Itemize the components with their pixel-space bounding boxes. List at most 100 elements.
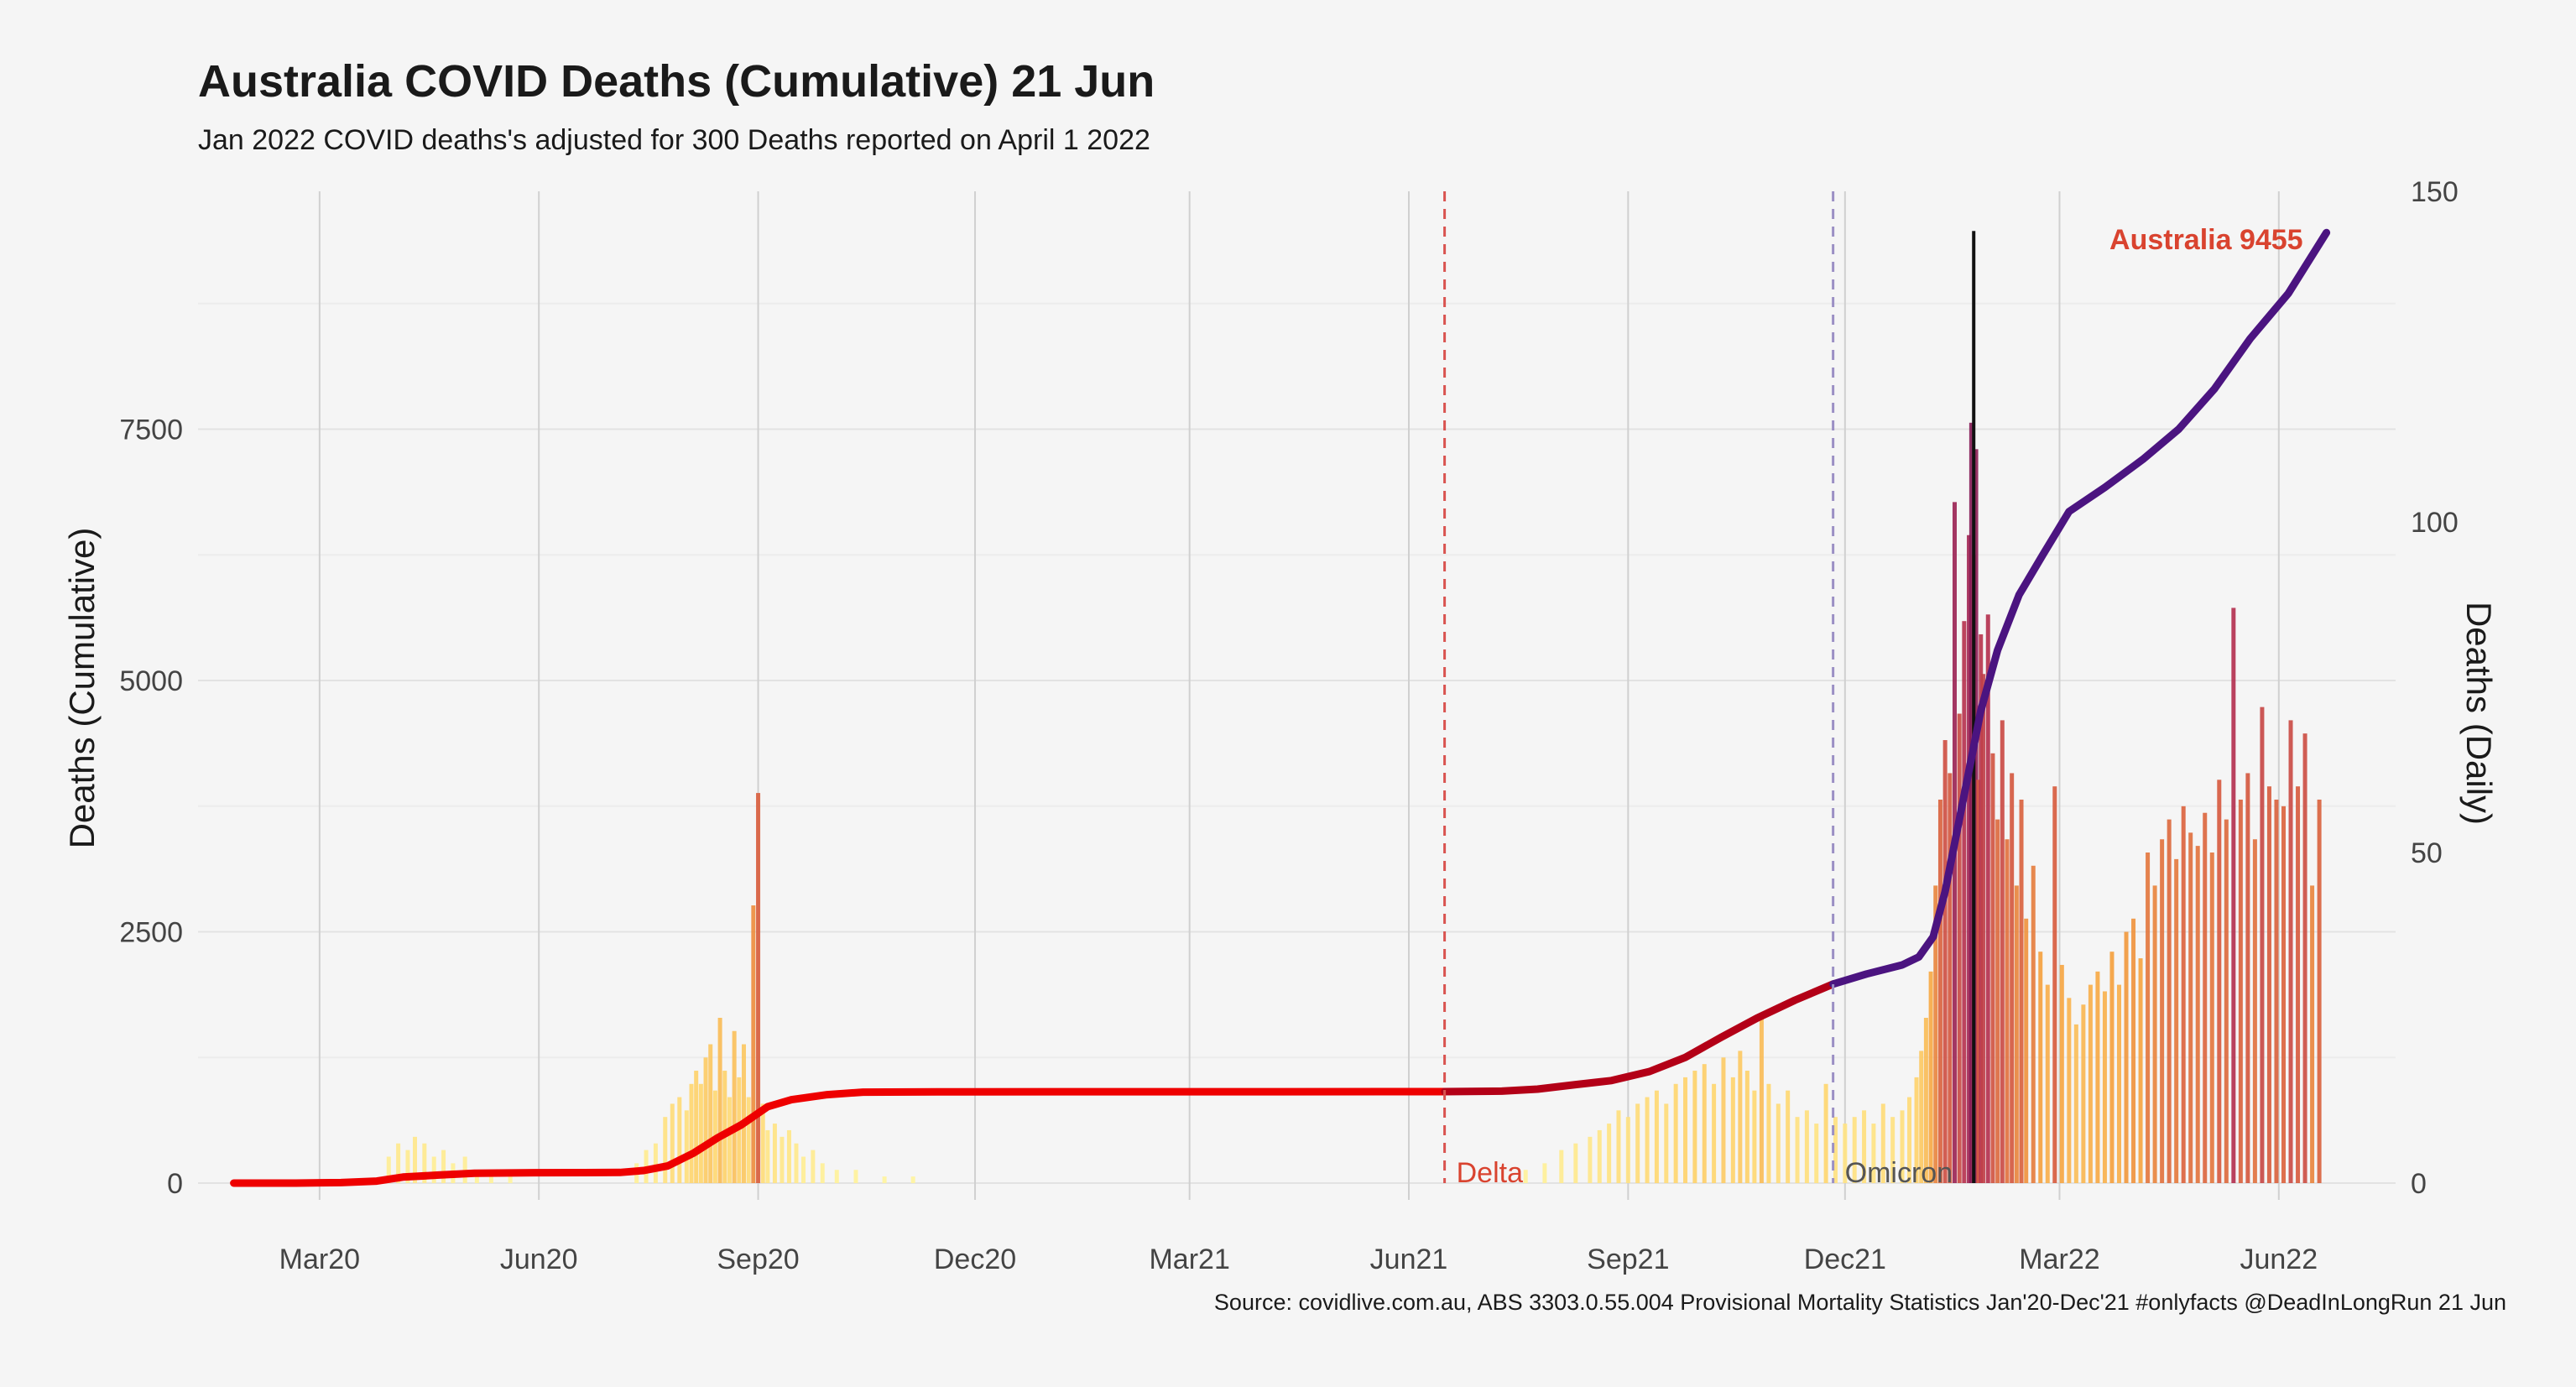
daily-bar [2010, 773, 2014, 1183]
x-tick-label: Dec20 [934, 1244, 1016, 1275]
daily-bar [1776, 1103, 1781, 1183]
daily-bar [1692, 1071, 1697, 1183]
daily-bar [2024, 919, 2028, 1183]
daily-bar [811, 1150, 815, 1183]
daily-bar [756, 793, 760, 1183]
daily-bar [1929, 972, 1933, 1183]
daily-bar [801, 1156, 806, 1183]
daily-bar [1721, 1057, 1725, 1183]
x-tick-label: Mar21 [1149, 1244, 1229, 1275]
daily-bar [1655, 1091, 1659, 1183]
daily-bar [663, 1117, 667, 1183]
daily-bar [1805, 1110, 1809, 1183]
daily-bar [1990, 753, 1995, 1183]
daily-bar [2267, 786, 2271, 1183]
daily-bar [2289, 720, 2293, 1183]
y-right-tick-label: 100 [2411, 507, 2459, 539]
daily-bar [2046, 985, 2050, 1183]
daily-bar [2245, 773, 2250, 1183]
x-tick-label: Sep20 [717, 1244, 799, 1275]
daily-bar [780, 1137, 784, 1183]
grid [198, 191, 2396, 1200]
daily-bar [2153, 885, 2157, 1183]
daily-bar [2296, 786, 2300, 1183]
daily-bar [2125, 932, 2129, 1183]
daily-bar [1559, 1150, 1563, 1183]
x-tick-label: Jun22 [2240, 1244, 2318, 1275]
daily-bar [1786, 1091, 1790, 1183]
daily-bar-peak [1972, 231, 1975, 1183]
daily-bar [2239, 800, 2243, 1183]
daily-bar [1796, 1117, 1800, 1183]
end-label: Australia 9455 [2109, 224, 2303, 256]
x-tick-label: Dec21 [1804, 1244, 1886, 1275]
daily-bar [2060, 965, 2064, 1183]
daily-bar [708, 1045, 712, 1183]
daily-bar [2103, 991, 2107, 1183]
daily-bar [1824, 1084, 1828, 1183]
daily-bar [2203, 813, 2207, 1183]
daily-bar [689, 1084, 693, 1183]
daily-bar [2210, 853, 2214, 1183]
daily-bar [1738, 1051, 1742, 1183]
daily-bar [2160, 839, 2164, 1183]
daily-bar [2281, 806, 2286, 1183]
daily-bar [2000, 720, 2005, 1183]
y-left-tick-label: 2500 [119, 916, 183, 948]
y-left-tick-label: 7500 [119, 414, 183, 446]
daily-bar [1712, 1084, 1716, 1183]
daily-bar [654, 1144, 658, 1183]
y-right-tick-label: 0 [2411, 1168, 2427, 1200]
cumulative-line-delta [1445, 984, 1833, 1092]
daily-bar [2131, 919, 2135, 1183]
daily-bar [718, 1018, 722, 1183]
daily-bar [1703, 1064, 1707, 1183]
daily-bar [1683, 1077, 1687, 1183]
daily-bar [670, 1103, 675, 1183]
daily-bar [2303, 733, 2307, 1183]
daily-bar [747, 1098, 751, 1183]
daily-bar [1962, 621, 1966, 1183]
daily-bar [1616, 1110, 1620, 1183]
annotation-label-omicron: Omicron [1845, 1157, 1953, 1189]
daily-bar [2310, 885, 2314, 1183]
daily-bar [2224, 820, 2229, 1183]
daily-bar [2117, 985, 2121, 1183]
daily-bar [2020, 800, 2024, 1183]
daily-bars [387, 231, 2322, 1183]
y-right-tick-label: 50 [2411, 837, 2443, 869]
daily-bar [2231, 607, 2235, 1183]
daily-bar [1731, 1077, 1735, 1183]
daily-bar [2174, 859, 2178, 1183]
x-tick-label: Jun20 [500, 1244, 578, 1275]
annotation-label-delta: Delta [1457, 1157, 1523, 1189]
daily-bar [1635, 1103, 1640, 1183]
daily-bar [1958, 714, 1962, 1183]
daily-bar [742, 1045, 746, 1183]
daily-bar [2274, 800, 2278, 1183]
daily-bar [685, 1110, 689, 1183]
y-left-tick-label: 0 [167, 1168, 183, 1200]
daily-bar [2015, 885, 2019, 1183]
daily-bar [751, 905, 755, 1183]
daily-bar [2217, 780, 2221, 1183]
daily-bar [1766, 1084, 1770, 1183]
daily-bar [2074, 1025, 2078, 1183]
daily-bar [821, 1163, 825, 1183]
daily-bar [853, 1170, 858, 1183]
daily-bar [1573, 1144, 1577, 1183]
daily-bar [722, 1071, 727, 1183]
y-axis-left-title: Deaths (Cumulative) [62, 528, 102, 849]
daily-bar [1760, 1018, 1764, 1183]
daily-bar [1995, 820, 2000, 1183]
daily-bar [2253, 839, 2257, 1183]
daily-bar [2088, 985, 2093, 1183]
daily-bar [1542, 1163, 1546, 1183]
daily-bar [2038, 952, 2042, 1183]
daily-bar [883, 1176, 887, 1183]
daily-bar [1524, 1170, 1528, 1183]
daily-bar [794, 1144, 798, 1183]
daily-bar [2081, 1004, 2085, 1183]
daily-bar [2109, 952, 2114, 1183]
